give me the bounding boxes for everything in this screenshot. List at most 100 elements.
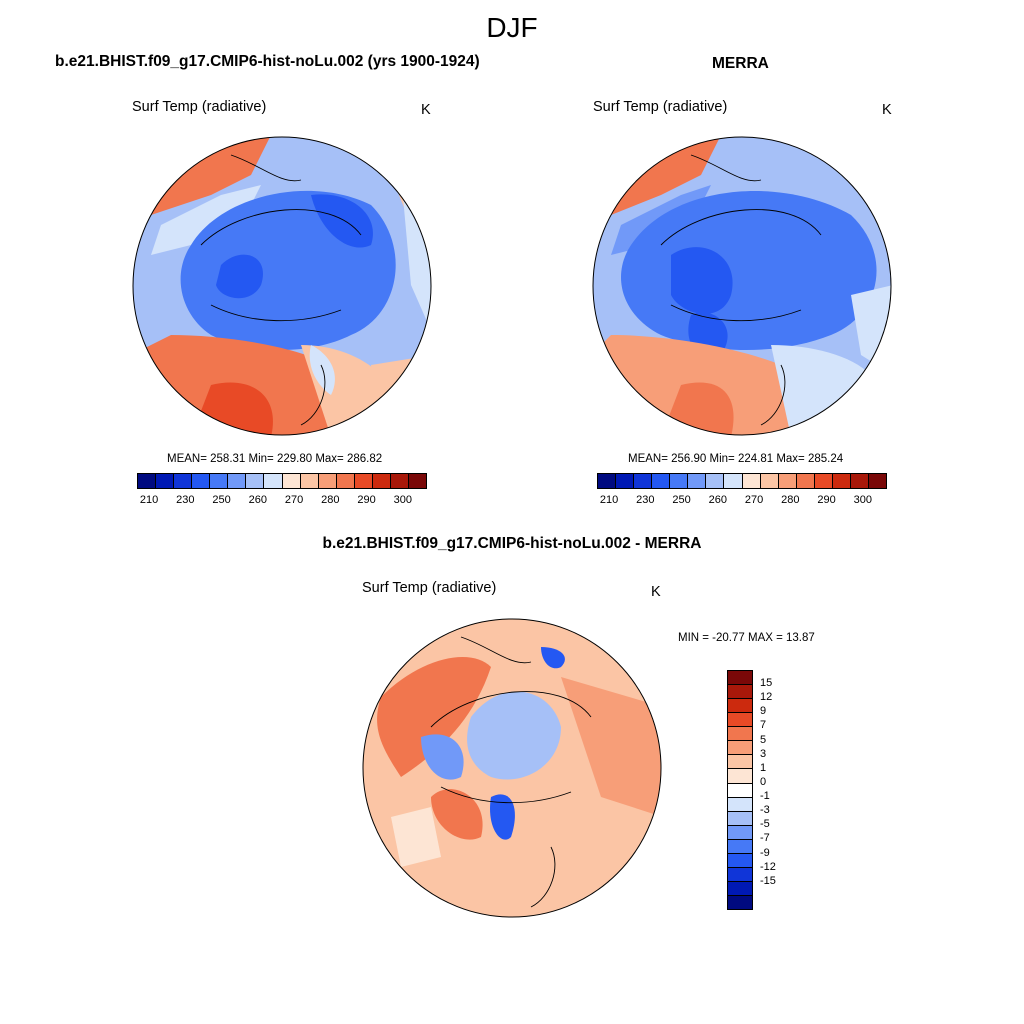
colorbar-tick-label: -3 (760, 804, 770, 817)
colorbar-tick-label: 260 (708, 494, 727, 506)
colorbar-swatch (390, 474, 409, 488)
colorbar-swatch (742, 474, 761, 488)
colorbar-swatch (336, 474, 355, 488)
figure-title: DJF (486, 12, 538, 43)
diff-variable-label: Surf Temp (radiative) (362, 580, 497, 596)
colorbar-tick-label: 290 (357, 494, 376, 506)
colorbar-swatch (616, 474, 635, 488)
colorbar-tick-label: 260 (248, 494, 267, 506)
colorbar-swatch (652, 474, 671, 488)
colorbar-swatch (724, 474, 743, 488)
colorbar-tick-label: 270 (744, 494, 764, 506)
colorbar-swatch (728, 713, 752, 728)
colorbar-swatch (318, 474, 337, 488)
colorbar-swatch (246, 474, 265, 488)
colorbar-swatch (670, 474, 689, 488)
colorbar-swatch (728, 797, 752, 812)
colorbar-swatch (760, 474, 779, 488)
colorbar-swatch (728, 896, 752, 910)
left-colorbar-ticks: 210 230 250 260 270 280 290 300 (137, 494, 427, 508)
colorbar-tick-label: 9 (760, 705, 767, 718)
left-unit-label: K (421, 102, 431, 118)
colorbar-tick-label: 250 (672, 494, 691, 506)
colorbar-tick-label: 7 (760, 719, 767, 732)
colorbar-tick-label: -1 (760, 790, 770, 803)
colorbar-tick-label: -5 (760, 818, 770, 831)
colorbar-swatch (372, 474, 391, 488)
colorbar-swatch (156, 474, 175, 488)
colorbar-tick-label: -15 (760, 874, 776, 887)
colorbar-tick-label: 12 (760, 691, 773, 704)
colorbar-swatch (796, 474, 815, 488)
colorbar-tick-label: 210 (139, 494, 159, 506)
colorbar-swatch (210, 474, 229, 488)
left-colorbar (137, 473, 427, 489)
colorbar-swatch (728, 769, 752, 784)
colorbar-swatch (728, 783, 752, 798)
colorbar-swatch (408, 474, 426, 488)
colorbar-swatch (192, 474, 211, 488)
colorbar-swatch (138, 474, 157, 488)
colorbar-swatch (282, 474, 301, 488)
colorbar-tick-label: 210 (599, 494, 619, 506)
left-variable-label: Surf Temp (radiative) (132, 99, 267, 115)
colorbar-tick-label: 300 (853, 494, 872, 506)
colorbar-swatch (300, 474, 319, 488)
colorbar-tick-label: 230 (176, 494, 195, 506)
colorbar-swatch (728, 825, 752, 840)
colorbar-swatch (868, 474, 886, 488)
colorbar-swatch (728, 699, 752, 714)
diff-polar-map (362, 618, 662, 918)
colorbar-swatch (728, 727, 752, 742)
colorbar-tick-label: -7 (760, 832, 770, 845)
colorbar-swatch (264, 474, 283, 488)
colorbar-swatch (598, 474, 617, 488)
colorbar-swatch (728, 685, 752, 700)
colorbar-tick-label: 270 (284, 494, 304, 506)
colorbar-swatch (778, 474, 797, 488)
colorbar-swatch (728, 671, 752, 686)
diff-panel-title: b.e21.BHIST.f09_g17.CMIP6-hist-noLu.002 … (322, 535, 702, 552)
diff-colorbar (727, 670, 753, 910)
colorbar-tick-label: 230 (636, 494, 655, 506)
colorbar-swatch (728, 811, 752, 826)
colorbar-swatch (354, 474, 373, 488)
colorbar-swatch (728, 867, 752, 882)
colorbar-tick-label: 250 (212, 494, 231, 506)
colorbar-swatch (850, 474, 869, 488)
colorbar-tick-label: 280 (781, 494, 800, 506)
colorbar-tick-label: 0 (760, 775, 767, 788)
colorbar-swatch (228, 474, 247, 488)
right-stats: MEAN= 256.90 Min= 224.81 Max= 285.24 (628, 453, 844, 465)
colorbar-swatch (706, 474, 725, 488)
right-variable-label: Surf Temp (radiative) (593, 99, 728, 115)
colorbar-swatch (728, 881, 752, 896)
colorbar-swatch (728, 839, 752, 854)
right-colorbar-ticks: 210 230 250 260 270 280 290 300 (597, 494, 887, 508)
left-polar-map (132, 136, 432, 436)
colorbar-swatch (728, 853, 752, 868)
colorbar-tick-label: -12 (760, 860, 776, 873)
right-panel-title: MERRA (712, 55, 769, 72)
colorbar-swatch (814, 474, 833, 488)
right-unit-label: K (882, 102, 892, 118)
colorbar-tick-label: 15 (760, 677, 773, 690)
colorbar-tick-label: 290 (817, 494, 836, 506)
colorbar-tick-label: 280 (321, 494, 340, 506)
right-polar-map (592, 136, 892, 436)
left-stats: MEAN= 258.31 Min= 229.80 Max= 286.82 (167, 453, 383, 465)
diff-colorbar-ticks: 15 12 9 7 5 3 1 0 -1 -3 -5 -7 -9 -12 -15 (760, 670, 800, 910)
right-colorbar (597, 473, 887, 489)
colorbar-tick-label: 1 (760, 761, 767, 774)
colorbar-swatch (688, 474, 707, 488)
colorbar-swatch (174, 474, 193, 488)
colorbar-tick-label: 5 (760, 733, 767, 746)
left-panel-title: b.e21.BHIST.f09_g17.CMIP6-hist-noLu.002 … (55, 53, 480, 70)
diff-stats: MIN = -20.77 MAX = 13.87 (678, 632, 815, 644)
colorbar-tick-label: -9 (760, 846, 770, 859)
colorbar-swatch (634, 474, 653, 488)
colorbar-swatch (832, 474, 851, 488)
colorbar-swatch (728, 741, 752, 756)
colorbar-tick-label: 3 (760, 747, 767, 760)
colorbar-swatch (728, 755, 752, 770)
